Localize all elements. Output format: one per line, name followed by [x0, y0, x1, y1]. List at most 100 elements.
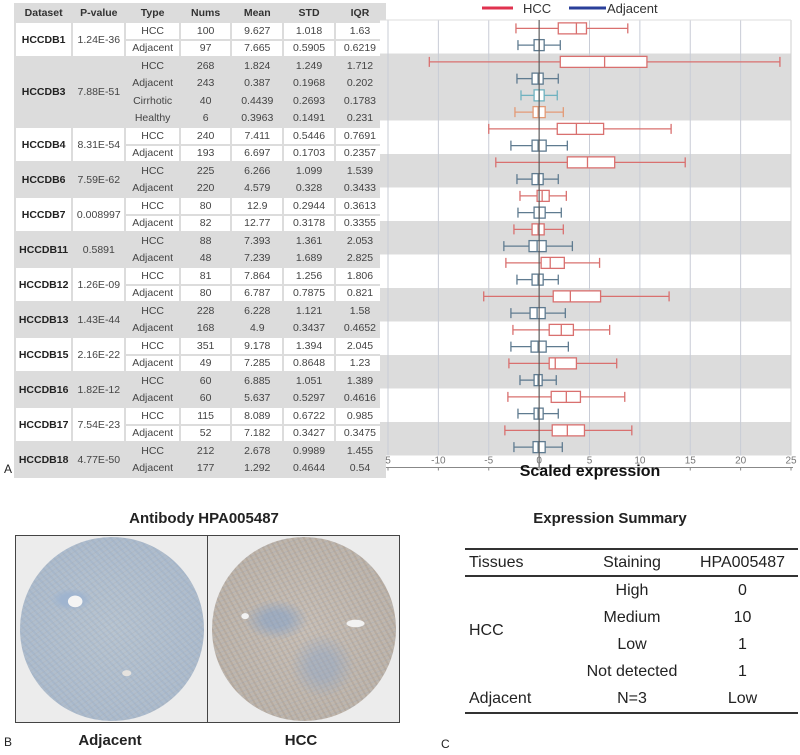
std-cell: 0.5446 — [284, 128, 334, 144]
std-cell: 0.3178 — [284, 215, 334, 231]
pvalue-cell: 0.008997 — [73, 198, 125, 231]
iqr-box — [566, 156, 616, 169]
nums-cell: 40 — [180, 93, 231, 109]
std-cell: 0.1703 — [284, 145, 334, 161]
box-hccdb7-hcc — [519, 189, 567, 203]
std-cell: 0.8648 — [284, 355, 334, 371]
iqr-box — [536, 189, 550, 203]
iqr-cell: 2.825 — [335, 250, 384, 266]
nums-cell: 220 — [180, 180, 231, 196]
table-row: Adjacent 60 5.637 0.5297 0.4616 — [16, 390, 384, 406]
table-row: Adjacent 168 4.9 0.3437 0.4652 — [16, 320, 384, 336]
std-cell: 1.099 — [284, 163, 334, 179]
mean-cell: 0.387 — [232, 75, 283, 91]
x-tick-label: 5 — [385, 456, 391, 467]
iqr-cell: 0.4616 — [335, 390, 384, 406]
mean-cell: 12.9 — [232, 198, 283, 214]
iqr-cell: 1.806 — [335, 268, 384, 284]
row-band — [380, 187, 791, 221]
std-cell: 1.018 — [284, 23, 334, 39]
type-cell: HCC — [126, 373, 179, 389]
staining-count: 0 — [738, 581, 747, 599]
mean-cell: 7.411 — [232, 128, 283, 144]
box-hccdb6-hcc — [495, 156, 686, 169]
dataset-cell: HCCDB18 — [16, 443, 72, 476]
row-band — [380, 422, 791, 456]
type-cell: HCC — [126, 23, 179, 39]
std-cell: 1.256 — [284, 268, 334, 284]
std-cell: 0.1968 — [284, 75, 334, 91]
mean-cell: 1.292 — [232, 460, 283, 476]
type-cell: Adjacent — [126, 425, 179, 441]
table-row: HCCDB15 2.16E-22 HCC 351 9.178 1.394 2.045 — [16, 338, 384, 371]
box-hccdb4-hcc — [488, 122, 672, 136]
iqr-cell: 2.053 — [335, 233, 384, 249]
nums-cell: 100 — [180, 23, 231, 39]
table-row: Adjacent 52 7.182 0.3427 0.3475 — [16, 425, 384, 441]
nums-cell: 168 — [180, 320, 231, 336]
box-hccdb12-adjacent — [516, 273, 559, 286]
iqr-cell: 1.23 — [335, 355, 384, 371]
std-cell: 1.361 — [284, 233, 334, 249]
panel-label-c: C — [441, 737, 450, 751]
table-row: HCCDB3 7.88E-51 HCC 268 1.824 1.249 1.712 — [16, 58, 384, 126]
type-cell: Adjacent — [126, 460, 179, 476]
table-body: HCCDB1 1.24E-36 HCC 100 9.627 1.018 1.63 Adjace… — [16, 23, 384, 476]
iqr-cell: 0.3355 — [335, 215, 384, 231]
mean-cell: 6.266 — [232, 163, 283, 179]
type-cell: Adjacent — [126, 250, 179, 266]
box-hccdb6-adjacent — [516, 172, 559, 186]
summary-header-row: Tissues Staining HPA005487 — [465, 548, 798, 577]
nums-cell: 240 — [180, 128, 231, 144]
staining-level: High — [615, 581, 649, 599]
std-cell: 1.051 — [284, 373, 334, 389]
type-cell: HCC — [126, 443, 179, 459]
box-hccdb12-hcc — [505, 256, 601, 270]
caption-adjacent: Adjacent — [78, 732, 142, 749]
x-tick-label: 5 — [587, 456, 593, 467]
type-cell: HCC — [126, 198, 179, 214]
mean-cell: 7.864 — [232, 268, 283, 284]
nums-cell: 80 — [180, 285, 231, 301]
table-row: HCCDB18 4.77E-50 HCC 212 2.678 0.9989 1.455 — [16, 443, 384, 476]
iqr-cell: 0.231 — [335, 110, 384, 126]
mean-cell: 12.77 — [232, 215, 283, 231]
nums-cell: 88 — [180, 233, 231, 249]
table-row: Adjacent 82 12.77 0.3178 0.3355 — [16, 215, 384, 231]
pvalue-cell: 1.26E-09 — [73, 268, 125, 301]
row-band — [380, 254, 791, 288]
std-cell: 0.2944 — [284, 198, 334, 214]
pvalue-cell: 1.24E-36 — [73, 23, 125, 56]
std-cell: 0.3437 — [284, 320, 334, 336]
type-cell: Adjacent — [126, 215, 179, 231]
mean-cell: 0.3963 — [232, 110, 283, 126]
summary-row: HCC High 0 — [465, 576, 798, 640]
table-row: Adjacent 177 1.292 0.4644 0.54 — [16, 460, 384, 476]
summary-row: Medium 10 — [465, 604, 798, 631]
mean-cell: 9.178 — [232, 338, 283, 354]
dataset-cell: HCCDB3 — [16, 58, 72, 126]
iqr-cell: 1.539 — [335, 163, 384, 179]
header-nums: Nums — [180, 5, 231, 21]
mean-cell: 1.824 — [232, 58, 283, 74]
tissue-image-adjacent — [16, 536, 207, 722]
x-axis: 5 -10 -5 0 5 10 15 20 25 — [385, 456, 797, 471]
row-band — [380, 221, 791, 255]
table-row: HCCDB6 7.59E-62 HCC 225 6.266 1.099 1.539 — [16, 163, 384, 196]
std-cell: 0.7875 — [284, 285, 334, 301]
std-cell: 0.4644 — [284, 460, 334, 476]
dataset-statistics-table: Dataset P-value Type Nums Mean STD IQR H… — [14, 3, 386, 478]
nums-cell: 60 — [180, 373, 231, 389]
iqr-cell: 0.3613 — [335, 198, 384, 214]
mean-cell: 6.697 — [232, 145, 283, 161]
table-row: HCCDB13 1.43E-44 HCC 228 6.228 1.121 1.58 — [16, 303, 384, 336]
table-row: HCCDB1 1.24E-36 HCC 100 9.627 1.018 1.63 — [16, 23, 384, 56]
antibody-title: Antibody HPA005487 — [129, 510, 279, 527]
nums-cell: 81 — [180, 268, 231, 284]
std-cell: 0.5905 — [284, 40, 334, 56]
iqr-box — [540, 256, 565, 270]
header-dataset: Dataset — [16, 5, 72, 21]
staining-count: 1 — [738, 662, 747, 680]
mean-cell: 9.627 — [232, 23, 283, 39]
row-band — [380, 355, 791, 389]
